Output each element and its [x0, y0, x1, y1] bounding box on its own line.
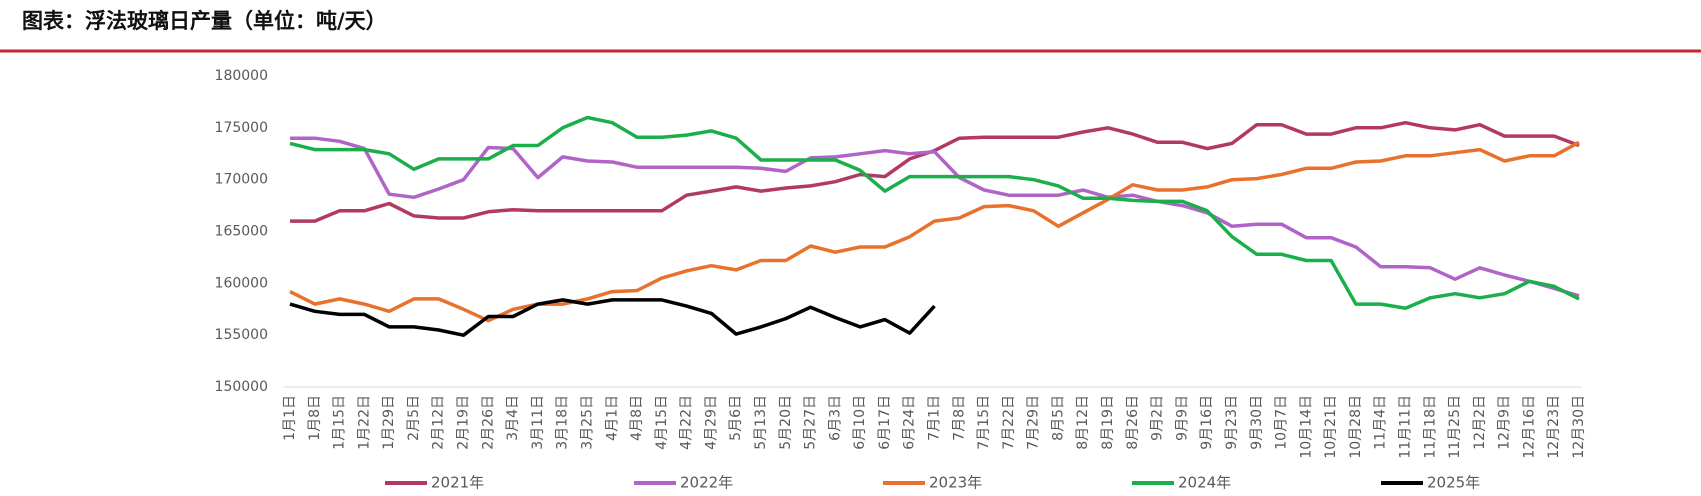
x-tick-label: 12月16日 — [1521, 395, 1537, 459]
x-tick-label: 5月27日 — [803, 395, 819, 450]
x-tick-label: 3月18日 — [555, 395, 571, 450]
x-tick-label: 11月11日 — [1397, 395, 1413, 459]
x-tick-label: 6月17日 — [877, 395, 893, 450]
x-tick-label: 5月13日 — [753, 395, 769, 450]
x-tick-label: 1月1日 — [282, 395, 298, 441]
x-tick-label: 10月7日 — [1274, 395, 1290, 450]
y-tick-label: 180000 — [215, 68, 268, 84]
x-tick-label: 11月4日 — [1373, 395, 1389, 450]
x-tick-label: 7月8日 — [951, 395, 967, 441]
x-tick-label: 2月12日 — [431, 395, 447, 450]
y-tick-label: 160000 — [215, 275, 268, 291]
y-tick-label: 170000 — [215, 172, 268, 188]
x-tick-label: 2月26日 — [480, 395, 496, 450]
y-tick-label: 155000 — [215, 327, 268, 343]
x-tick-label: 8月19日 — [1100, 395, 1116, 450]
y-tick-label: 175000 — [215, 120, 268, 136]
series-line — [290, 120, 1580, 223]
x-tick-label: 11月25日 — [1447, 395, 1463, 459]
x-tick-label: 10月14日 — [1298, 395, 1314, 459]
x-tick-label: 8月26日 — [1125, 395, 1141, 450]
x-tick-label: 4月1日 — [604, 395, 620, 441]
x-tick-label: 7月22日 — [1001, 395, 1017, 450]
series-line — [289, 115, 1580, 310]
x-tick-label: 10月21日 — [1323, 395, 1339, 459]
x-tick-label: 3月25日 — [579, 395, 595, 450]
x-tick-label: 12月9日 — [1497, 395, 1513, 450]
x-tick-label: 5月20日 — [778, 395, 794, 450]
x-tick-label: 3月4日 — [505, 395, 521, 441]
chart-title: 图表：浮法玻璃日产量（单位：吨/天） — [22, 9, 387, 33]
x-tick-label: 4月8日 — [629, 395, 645, 441]
x-tick-label: 9月2日 — [1150, 395, 1166, 441]
x-tick-label: 5月6日 — [728, 395, 744, 441]
x-tick-label: 6月3日 — [827, 395, 843, 441]
x-tick-label: 12月30日 — [1571, 395, 1587, 459]
x-tick-label: 2月19日 — [456, 395, 472, 450]
x-tick-label: 1月15日 — [332, 395, 348, 450]
legend-label: 2021年 — [431, 474, 484, 492]
x-tick-label: 9月16日 — [1199, 395, 1215, 450]
x-tick-label: 6月24日 — [902, 395, 918, 450]
x-tick-label: 4月29日 — [703, 395, 719, 450]
y-tick-label: 150000 — [215, 379, 268, 395]
legend-label: 2022年 — [680, 474, 733, 492]
x-tick-label: 12月2日 — [1472, 395, 1488, 450]
x-tick-label: 7月1日 — [927, 395, 943, 441]
x-tick-label: 3月11日 — [530, 395, 546, 450]
x-tick-label: 2月5日 — [406, 395, 422, 441]
legend-label: 2025年 — [1427, 474, 1480, 492]
x-tick-label: 6月10日 — [852, 395, 868, 450]
series-line — [289, 298, 936, 337]
legend-label: 2024年 — [1178, 474, 1231, 492]
legend-label: 2023年 — [929, 474, 982, 492]
x-tick-label: 12月23日 — [1546, 395, 1562, 459]
x-tick-label: 7月15日 — [976, 395, 992, 450]
y-tick-label: 165000 — [215, 224, 268, 240]
x-tick-label: 8月12日 — [1075, 395, 1091, 450]
x-tick-label: 4月15日 — [654, 395, 670, 450]
x-tick-label: 4月22日 — [679, 395, 695, 450]
x-tick-label: 10月28日 — [1348, 395, 1364, 459]
x-tick-label: 9月9日 — [1174, 395, 1190, 441]
x-tick-label: 1月29日 — [381, 395, 397, 450]
series-line — [290, 136, 1580, 298]
x-tick-label: 7月29日 — [1026, 395, 1042, 450]
x-tick-label: 11月18日 — [1422, 395, 1438, 459]
x-tick-label: 1月22日 — [356, 395, 372, 450]
x-tick-label: 8月5日 — [1050, 395, 1066, 441]
series-line — [289, 140, 1580, 323]
x-tick-label: 9月23日 — [1224, 395, 1240, 450]
x-tick-label: 9月30日 — [1249, 395, 1265, 450]
x-tick-label: 1月8日 — [307, 395, 323, 441]
